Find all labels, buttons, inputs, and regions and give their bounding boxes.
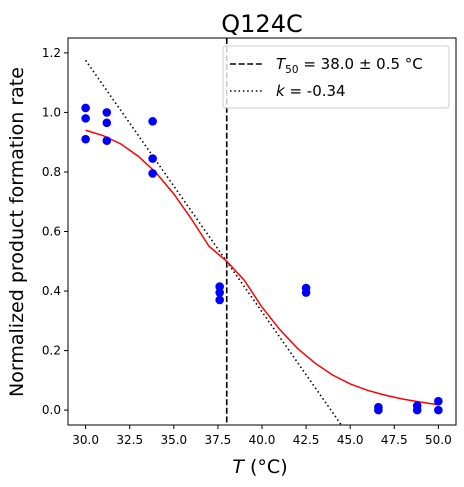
legend-label-symbol: T <box>276 55 287 73</box>
data-point <box>412 405 422 415</box>
data-point <box>374 405 383 415</box>
plot-area <box>81 38 443 425</box>
x-tick-label: 30.0 <box>72 433 99 447</box>
x-axis-label-variable: T <box>232 456 245 478</box>
x-tick-label: 45.0 <box>337 433 364 447</box>
y-tick-label: 0.6 <box>42 225 61 239</box>
y-tick-label: 1.2 <box>42 46 61 60</box>
plot-series-group <box>81 38 443 425</box>
y-tick-label: 0.2 <box>42 344 61 358</box>
y-tick-label: 0.8 <box>42 165 61 179</box>
legend-box <box>222 45 450 109</box>
data-point <box>81 114 90 123</box>
y-axis-ticks: 0.0 0.2 0.4 0.6 0.8 1.0 1.2 <box>42 46 68 417</box>
x-tick-label: 32.5 <box>116 433 143 447</box>
data-point <box>148 117 157 126</box>
y-tick-label: 1.0 <box>42 105 61 119</box>
y-tick-label: 0.0 <box>42 403 61 417</box>
data-point <box>215 288 224 297</box>
fit-curve <box>85 129 439 406</box>
data-point <box>301 288 311 297</box>
data-point <box>215 295 224 305</box>
data-point <box>102 118 112 128</box>
data-point <box>81 134 90 144</box>
data-point <box>102 136 112 146</box>
legend-label-value: = 38.0 ± 0.5 °C <box>299 55 423 73</box>
legend-label: k = -0.34 <box>276 82 346 100</box>
x-tick-label: 40.0 <box>249 433 276 447</box>
data-point <box>102 108 112 117</box>
x-axis-ticks: 30.0 32.5 35.0 37.5 40.0 42.5 45.0 47.5 50.0 <box>72 425 452 447</box>
chart-title: Q124C <box>221 10 302 38</box>
data-point <box>434 405 443 415</box>
legend-label-subscript: 50 <box>285 64 298 76</box>
data-point <box>434 396 443 406</box>
legend-label: T50 = 38.0 ± 0.5 °C <box>276 55 423 76</box>
legend: T50 = 38.0 ± 0.5 °C k = -0.34 <box>222 45 450 109</box>
y-tick-label: 0.4 <box>42 284 61 298</box>
x-tick-label: 47.5 <box>381 433 408 447</box>
x-tick-label: 42.5 <box>293 433 320 447</box>
legend-label-symbol: k <box>276 82 286 100</box>
x-axis-label-unit: (°C) <box>244 456 288 478</box>
data-point <box>81 103 90 113</box>
x-tick-label: 35.0 <box>160 433 187 447</box>
data-point <box>148 154 157 163</box>
legend-label-value: = -0.34 <box>285 82 346 100</box>
data-point <box>215 282 224 291</box>
y-axis-label: Normalized product formation rate <box>6 67 28 397</box>
x-tick-label: 50.0 <box>425 433 452 447</box>
x-tick-label: 37.5 <box>205 433 232 447</box>
x-axis-label: T (°C) <box>232 456 287 478</box>
slope-line <box>84 59 343 425</box>
data-point <box>148 169 157 178</box>
